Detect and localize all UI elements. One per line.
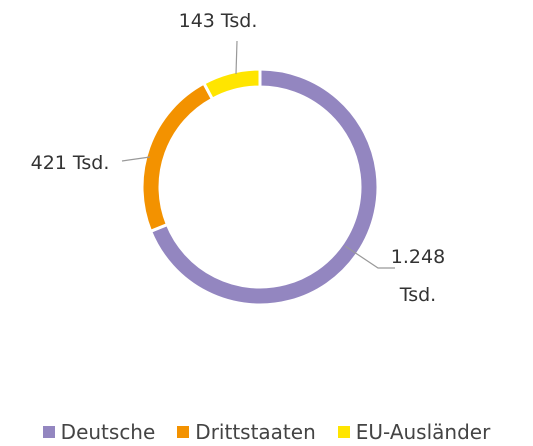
value-label: 1.248 Tsd. [390,246,446,306]
value-label: 143 Tsd. [178,10,258,32]
leader-line [344,245,395,269]
donut-slice [140,81,215,234]
legend-label: Drittstaaten [195,420,316,444]
donut-slice [201,67,262,102]
leader-line [235,40,238,75]
legend-label: EU-Ausländer [355,420,491,444]
legend-item: Drittstaaten [177,420,316,444]
legend: Deutsche Drittstaaten EU-Ausländer [0,420,533,444]
legend-item: Deutsche [42,420,156,444]
legend-label: Deutsche [60,420,156,444]
legend-swatch [337,426,350,438]
legend-swatch [42,426,55,438]
leader-line [121,156,151,162]
donut-slice [148,67,380,307]
value-label: 421 Tsd. [30,152,110,174]
legend-swatch [177,426,190,438]
legend-item: EU-Ausländer [337,420,491,444]
